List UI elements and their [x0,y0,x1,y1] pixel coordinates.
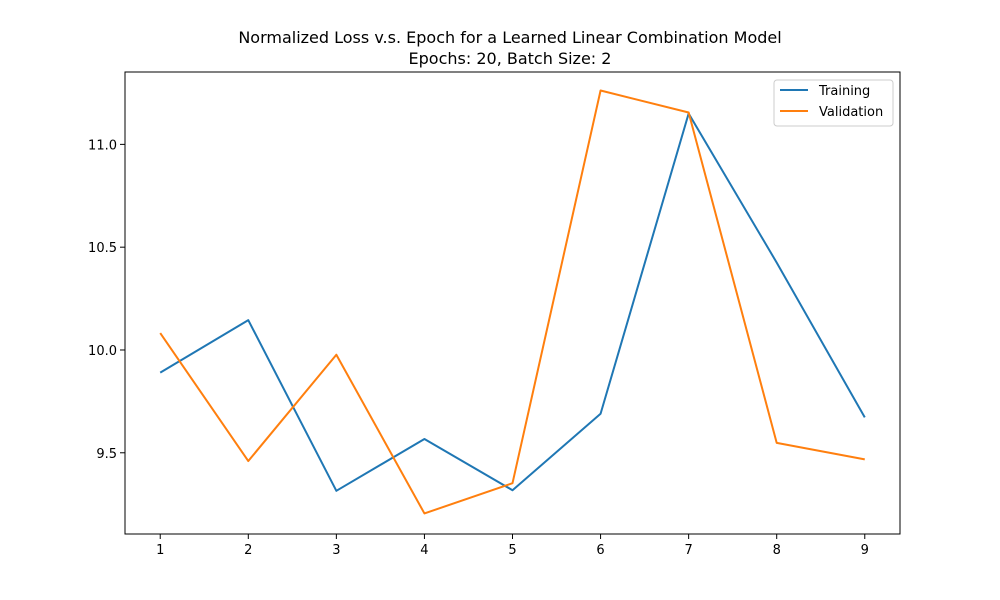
x-tick-label: 6 [596,543,604,558]
x-tick-label: 2 [244,543,252,558]
series-line-validation [159,89,865,515]
legend-label-training: Training [818,84,870,99]
y-tick-label: 10.0 [88,344,117,359]
x-tick-label: 1 [156,543,164,558]
x-tick-label: 5 [508,543,516,558]
x-axis: 1 2 3 4 5 6 7 8 9 [156,534,869,558]
plot-area-frame [124,71,901,535]
y-tick-label: 11.0 [88,138,117,153]
x-tick-label: 8 [773,543,781,558]
y-axis: 9.5 10.0 10.5 11.0 [88,138,125,462]
x-tick-label: 3 [332,543,340,558]
x-tick-label: 9 [861,543,869,558]
series-layer [159,89,866,515]
x-tick-label: 4 [420,543,428,558]
legend-label-validation: Validation [819,105,883,120]
chart-title: Normalized Loss v.s. Epoch for a Learned… [238,28,781,47]
chart-subtitle: Epochs: 20, Batch Size: 2 [409,49,612,68]
y-tick-label: 10.5 [88,241,117,256]
legend-box [773,79,894,127]
x-tick-label: 7 [684,543,692,558]
legend: Training Validation [773,79,894,127]
series-line-training [159,112,866,492]
y-tick-label: 9.5 [96,447,117,462]
